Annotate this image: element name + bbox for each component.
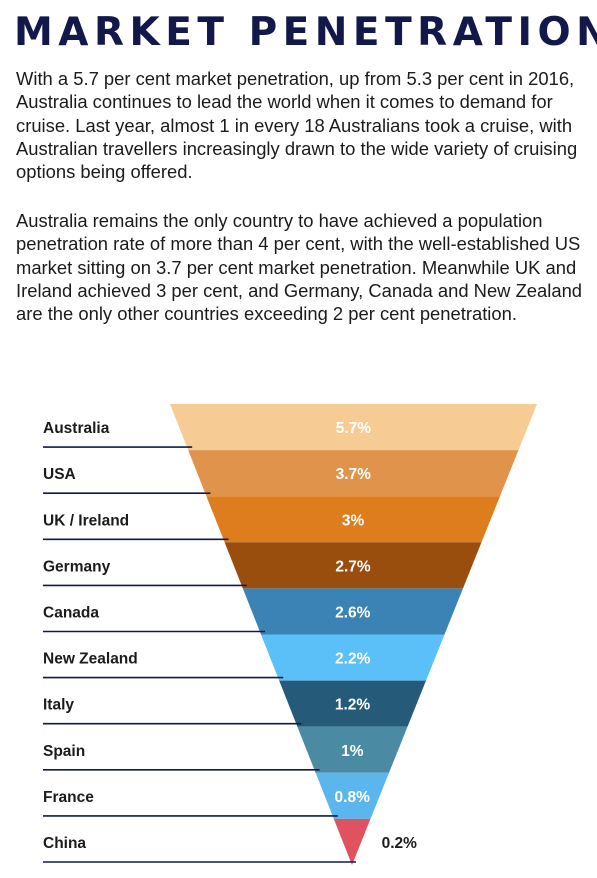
funnel-band-china — [333, 818, 371, 865]
category-label-china: China — [43, 835, 86, 852]
value-label-usa: 3.7% — [336, 466, 372, 483]
category-label-france: France — [43, 789, 94, 806]
funnel-band-australia — [170, 404, 537, 451]
funnel-band-new-zealand — [261, 634, 445, 681]
funnel-band-canada — [242, 588, 463, 635]
funnel-band-italy — [279, 680, 426, 727]
category-label-australia: Australia — [43, 420, 110, 437]
value-label-uk-ireland: 3% — [342, 512, 365, 529]
category-label-italy: Italy — [43, 697, 74, 714]
funnel-band-germany — [224, 542, 482, 589]
value-label-france: 0.8% — [335, 789, 371, 806]
category-label-canada: Canada — [43, 605, 99, 622]
value-label-italy: 1.2% — [335, 697, 371, 714]
detail-paragraph: Australia remains the only country to ha… — [16, 210, 583, 325]
value-label-australia: 5.7% — [336, 420, 372, 437]
value-label-new-zealand: 2.2% — [335, 651, 371, 668]
category-label-new-zealand: New Zealand — [43, 651, 138, 668]
value-label-spain: 1% — [341, 743, 364, 760]
category-label-germany: Germany — [43, 558, 111, 575]
funnel-band-uk-ireland — [206, 496, 500, 543]
funnel-band-spain — [297, 726, 408, 773]
value-label-germany: 2.7% — [335, 558, 371, 575]
category-label-spain: Spain — [43, 743, 85, 760]
funnel-band-france — [315, 772, 389, 819]
value-label-canada: 2.6% — [335, 605, 371, 622]
intro-paragraph: With a 5.7 per cent market penetration, … — [16, 68, 578, 183]
funnel-band-usa — [188, 450, 519, 497]
category-label-usa: USA — [43, 466, 76, 483]
value-label-china: 0.2% — [382, 835, 418, 852]
category-label-uk-ireland: UK / Ireland — [43, 512, 129, 529]
page-title: MARKET PENETRATION — [14, 10, 597, 55]
